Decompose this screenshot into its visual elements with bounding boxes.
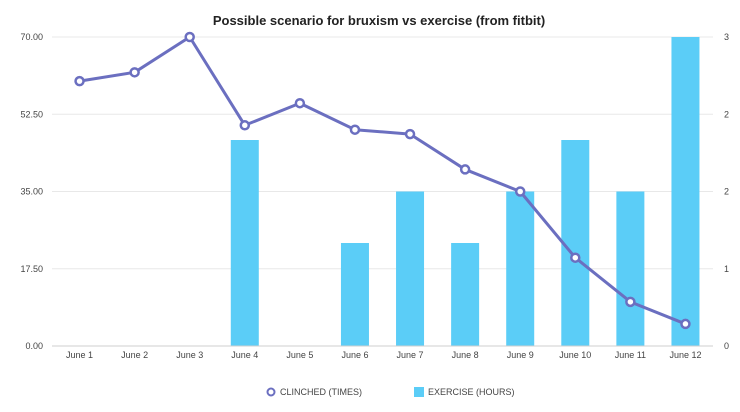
legend-marker-exercise: [414, 387, 424, 397]
legend-label-clinched: CLINCHED (TIMES): [280, 387, 362, 397]
right-tick-label: 0: [724, 341, 729, 351]
x-tick-label: June 4: [231, 350, 258, 360]
clinched-series-line: [79, 35, 687, 326]
clinched-point: [459, 164, 471, 175]
exercise-bar: [340, 243, 369, 346]
x-tick-label: June 7: [397, 350, 424, 360]
clinched-point: [680, 318, 691, 330]
left-tick-label: 17.50: [20, 264, 43, 274]
axes: 0.00 17.50 35.00 52.50 70.00 0 1 2 2 3 June 1 June …: [20, 32, 729, 360]
clinched-point: [129, 67, 140, 78]
clinched-point: [294, 97, 306, 109]
left-tick-label: 52.50: [20, 109, 43, 119]
exercise-bar: [616, 191, 645, 346]
right-tick-label: 2: [724, 109, 729, 119]
x-tick-label: June 2: [121, 350, 148, 360]
left-tick-label: 0.00: [25, 341, 43, 351]
clinched-point: [625, 296, 636, 308]
x-tick-label: June 8: [452, 350, 479, 360]
exercise-bar: [506, 191, 535, 346]
left-tick-label: 35.00: [20, 187, 43, 197]
x-tick-label: June 12: [669, 350, 701, 360]
exercise-bars: [230, 37, 700, 346]
exercise-bar: [561, 140, 590, 346]
legend-marker-clinched: [266, 387, 276, 397]
clinched-point: [239, 120, 251, 131]
clinched-point: [184, 31, 195, 43]
legend-label-exercise: EXERCISE (HOURS): [428, 387, 515, 397]
clinched-point: [514, 186, 526, 197]
exercise-bar: [396, 191, 425, 346]
legend: CLINCHED (TIMES) EXERCISE (HOURS): [266, 387, 515, 397]
exercise-bar: [230, 140, 259, 346]
clinched-point: [74, 75, 85, 87]
legend-item-exercise[interactable]: EXERCISE (HOURS): [414, 387, 515, 397]
right-tick-label: 2: [724, 187, 729, 197]
clinched-point: [404, 128, 416, 140]
clinched-point: [349, 124, 361, 135]
clinched-line: [74, 31, 691, 330]
x-tick-label: June 6: [341, 350, 368, 360]
right-tick-label: 1: [724, 264, 729, 274]
x-tick-label: June 9: [507, 350, 534, 360]
x-tick-label: June 3: [176, 350, 203, 360]
x-tick-label: June 11: [615, 350, 646, 360]
right-tick-label: 3: [724, 32, 729, 42]
exercise-bar: [671, 37, 700, 346]
exercise-bar: [451, 243, 480, 346]
left-tick-label: 70.00: [20, 32, 43, 42]
clinched-point: [570, 252, 581, 263]
x-tick-label: June 5: [286, 350, 313, 360]
x-tick-label: June 10: [559, 350, 591, 360]
gridlines: [52, 36, 713, 270]
chart-title: Possible scenario for bruxism vs exercis…: [213, 13, 545, 28]
x-tick-label: June 1: [66, 350, 93, 360]
legend-item-clinched[interactable]: CLINCHED (TIMES): [266, 387, 363, 397]
